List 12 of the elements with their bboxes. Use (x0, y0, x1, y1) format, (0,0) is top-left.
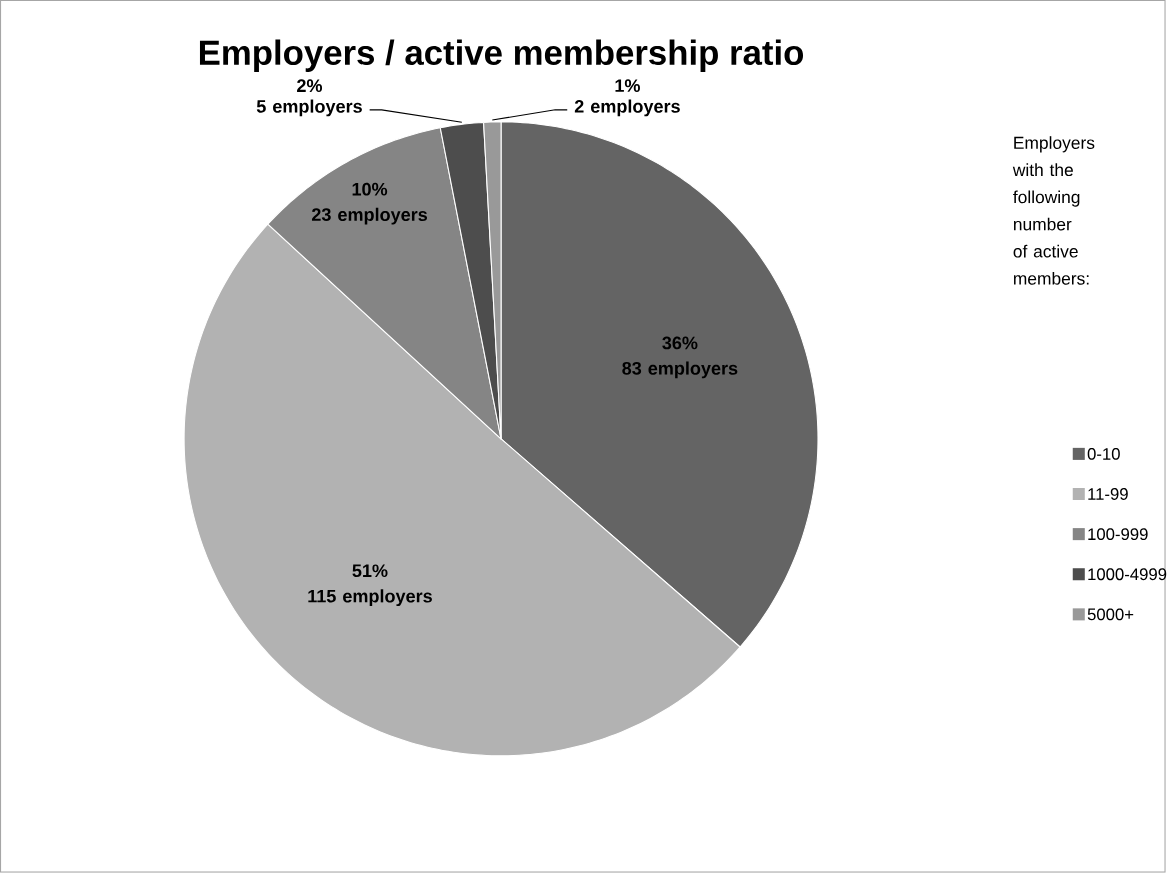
legend-label: 5000+ (1087, 608, 1134, 621)
legend-label: 0-10 (1087, 448, 1120, 460)
data-label: 2% 5 employers (256, 79, 362, 117)
data-label: 10% 23 employers (311, 182, 428, 225)
data-label: 36% 83 employers (622, 336, 738, 379)
chart-title: Employers / active membership ratio (199, 39, 804, 73)
data-label: 51% 115 employers (308, 564, 432, 607)
legend-title: Employers with the following number of active members: (1012, 136, 1095, 285)
data-label: 1% 2 employers (574, 79, 680, 117)
legend-label: 11-99 (1088, 488, 1128, 501)
legend-label: 1000-4999 (1088, 568, 1167, 581)
legend-label: 100-999 (1088, 528, 1148, 541)
